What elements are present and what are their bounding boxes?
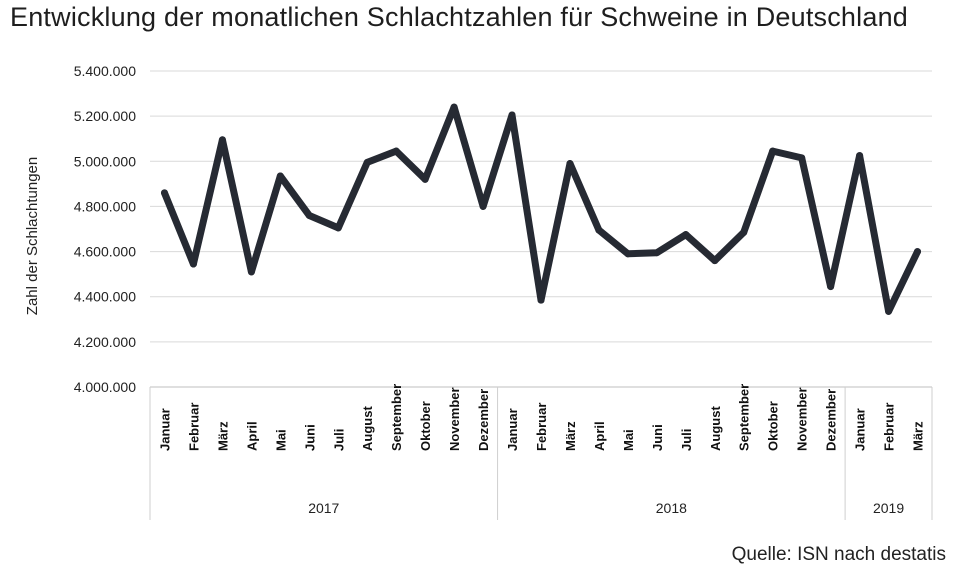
data-point (479, 202, 487, 210)
y-axis-label: Zahl der Schlachtungen (24, 157, 41, 315)
data-point (189, 260, 197, 268)
data-point (363, 158, 371, 166)
data-point (914, 248, 922, 256)
data-point (682, 231, 690, 239)
chart-title: Entwicklung der monatlichen Schlachtzahl… (10, 2, 908, 32)
y-tick-label: 4.600.000 (74, 244, 136, 260)
x-tick-label: August (360, 406, 375, 451)
data-point (450, 103, 458, 111)
x-tick-label: Oktober (766, 401, 781, 451)
data-point (885, 307, 893, 315)
x-tick-label: September (737, 384, 752, 451)
x-tick-label: Juni (650, 424, 665, 451)
x-tick-label: Juli (331, 429, 346, 451)
y-tick-label: 5.000.000 (74, 153, 136, 169)
x-tick-label: Februar (534, 403, 549, 451)
data-point (508, 111, 516, 119)
x-tick-label: Oktober (418, 401, 433, 451)
x-tick-label: November (447, 387, 462, 451)
data-point (595, 226, 603, 234)
x-tick-label: April (592, 421, 607, 451)
y-tick-label: 5.400.000 (74, 63, 136, 79)
x-tick-label: November (795, 387, 810, 451)
data-point (624, 250, 632, 258)
x-tick-label: Februar (186, 403, 201, 451)
data-point (856, 152, 864, 160)
x-tick-label: Januar (853, 408, 868, 451)
year-group-label: 2019 (873, 500, 904, 516)
x-tick-label: September (389, 384, 404, 451)
year-group-label: 2017 (308, 500, 339, 516)
y-tick-label: 4.200.000 (74, 334, 136, 350)
data-point (392, 147, 400, 155)
x-axis: Januar Februar März April Mai Juni Juli August S… (149, 384, 933, 520)
x-tick-label: Februar (882, 403, 897, 451)
data-point (160, 189, 168, 197)
data-point (711, 257, 719, 265)
source-note: Quelle: ISN nach destatis (731, 544, 946, 565)
data-point (247, 268, 255, 276)
x-tick-label: Dezember (824, 389, 839, 451)
x-tick-label: März (563, 421, 578, 451)
data-point (740, 228, 748, 236)
data-point (218, 136, 226, 144)
data-point (334, 224, 342, 232)
x-tick-label: Januar (157, 408, 172, 451)
x-tick-label: Juli (679, 429, 694, 451)
data-point (566, 160, 574, 168)
data-point (276, 172, 284, 180)
y-tick-label: 4.800.000 (74, 198, 136, 214)
y-tick-label: 5.200.000 (74, 108, 136, 124)
x-tick-label: März (215, 421, 230, 451)
y-tick-label: 4.400.000 (74, 289, 136, 305)
series-line (160, 103, 922, 315)
data-point (653, 249, 661, 257)
x-tick-label: Mai (273, 429, 288, 451)
year-group-label: 2018 (656, 500, 687, 516)
x-tick-label: Juni (302, 424, 317, 451)
y-tick-label: 4.000.000 (74, 379, 136, 395)
x-tick-label: März (911, 421, 926, 451)
series-line-path (161, 103, 921, 315)
data-point (305, 211, 313, 219)
data-point (537, 296, 545, 304)
data-point (421, 175, 429, 183)
data-point (769, 147, 777, 155)
x-tick-label: August (708, 406, 723, 451)
y-axis-ticks: 4.000.000 4.200.000 4.400.000 4.600.000 4.80… (74, 63, 136, 395)
data-point (798, 154, 806, 162)
x-tick-label: Mai (621, 429, 636, 451)
group-separators (149, 387, 933, 520)
x-tick-label: Januar (505, 408, 520, 451)
x-tick-label: April (244, 421, 259, 451)
x-tick-label: Dezember (476, 389, 491, 451)
data-point (827, 283, 835, 291)
